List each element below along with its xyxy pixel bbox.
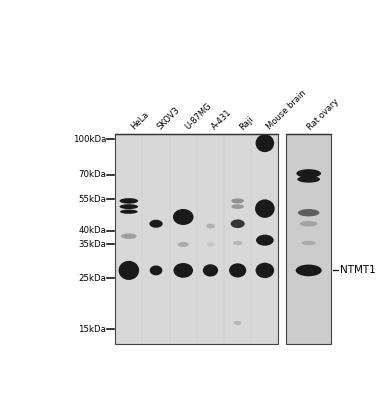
Ellipse shape	[297, 176, 320, 183]
Bar	[115, 134, 278, 344]
Text: HeLa: HeLa	[129, 110, 150, 132]
Ellipse shape	[174, 263, 193, 278]
Text: 70kDa: 70kDa	[78, 170, 106, 179]
Ellipse shape	[120, 198, 138, 204]
Ellipse shape	[300, 221, 317, 226]
Ellipse shape	[229, 263, 246, 278]
Ellipse shape	[233, 241, 242, 245]
Text: 100kDa: 100kDa	[73, 135, 106, 144]
Text: 40kDa: 40kDa	[78, 226, 106, 236]
Text: 15kDa: 15kDa	[78, 325, 106, 334]
Ellipse shape	[255, 263, 274, 278]
Ellipse shape	[231, 204, 244, 209]
Text: U-87MG: U-87MG	[183, 102, 213, 132]
Ellipse shape	[256, 235, 274, 246]
Ellipse shape	[296, 264, 322, 276]
Ellipse shape	[178, 242, 189, 247]
Ellipse shape	[207, 242, 215, 246]
Ellipse shape	[121, 233, 136, 239]
Ellipse shape	[120, 210, 138, 214]
Text: Rat ovary: Rat ovary	[306, 97, 340, 132]
Ellipse shape	[206, 224, 215, 228]
Ellipse shape	[234, 321, 241, 325]
Ellipse shape	[301, 241, 316, 245]
Ellipse shape	[119, 261, 139, 280]
Ellipse shape	[120, 204, 138, 209]
Ellipse shape	[173, 209, 193, 225]
Ellipse shape	[255, 134, 274, 152]
Text: 35kDa: 35kDa	[78, 240, 106, 249]
Ellipse shape	[231, 198, 244, 203]
Text: 55kDa: 55kDa	[78, 194, 106, 204]
Ellipse shape	[150, 266, 162, 275]
Ellipse shape	[149, 220, 163, 228]
Ellipse shape	[255, 199, 275, 218]
Ellipse shape	[296, 169, 321, 178]
Text: A-431: A-431	[211, 108, 234, 132]
Ellipse shape	[203, 264, 218, 276]
Ellipse shape	[298, 209, 319, 216]
Bar	[286, 134, 332, 344]
Text: NTMT1: NTMT1	[340, 266, 375, 276]
Text: 25kDa: 25kDa	[78, 274, 106, 283]
Text: SKOV3: SKOV3	[156, 106, 182, 132]
Text: Raji: Raji	[238, 114, 255, 132]
Text: Mouse brain: Mouse brain	[265, 89, 308, 132]
Ellipse shape	[230, 220, 245, 228]
